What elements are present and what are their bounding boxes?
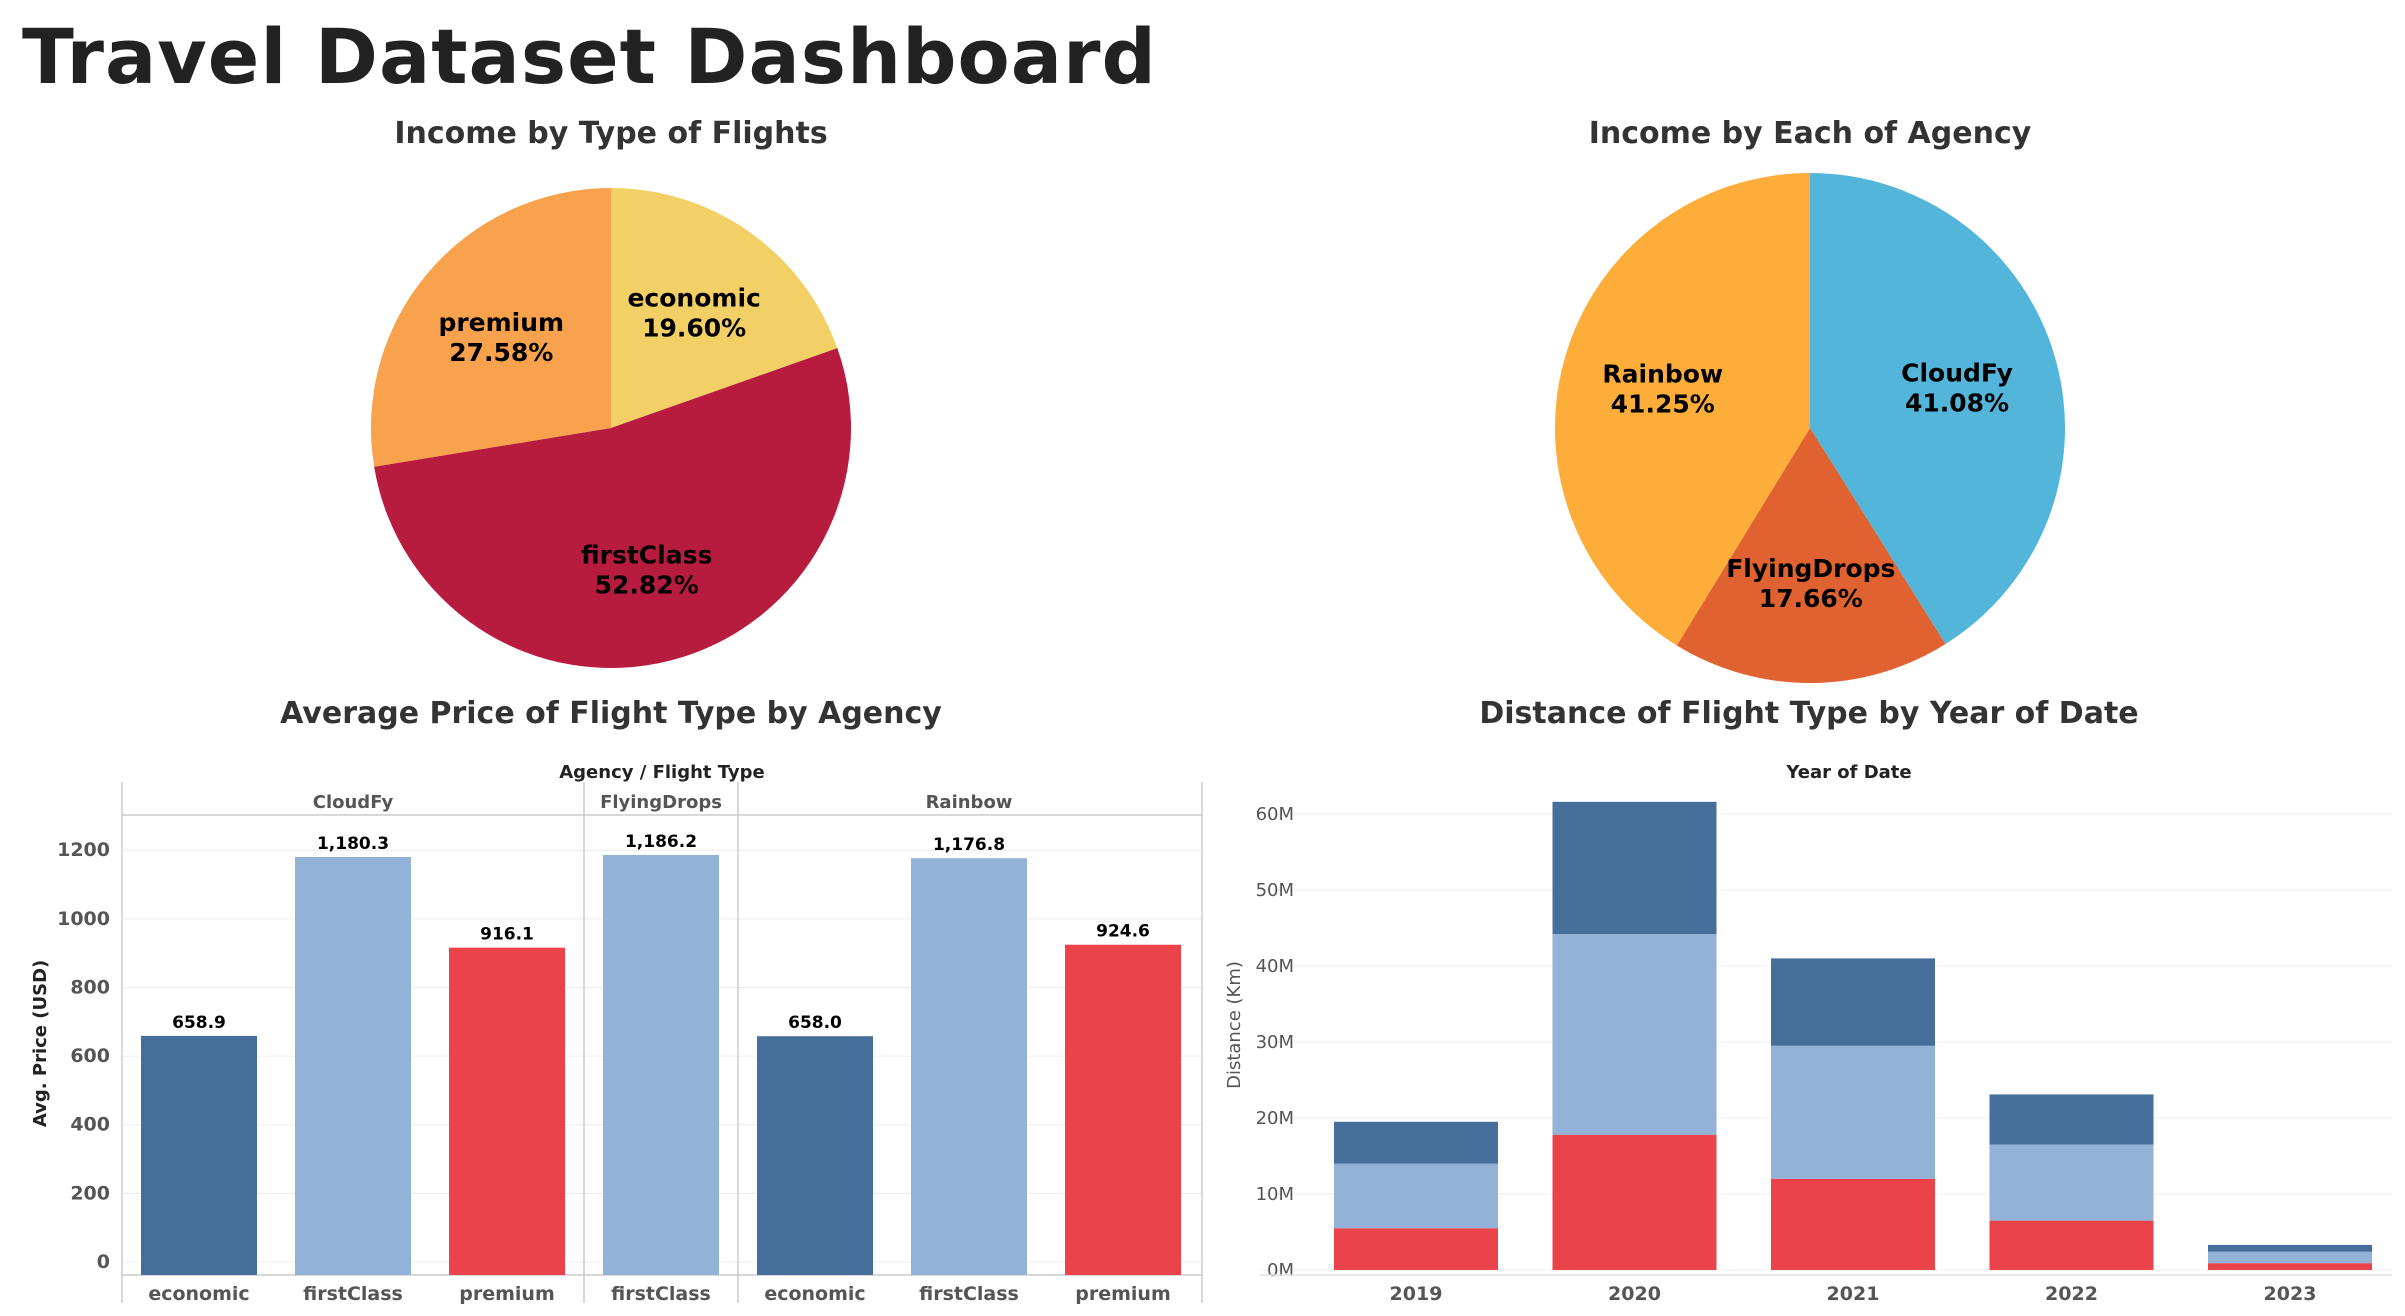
bar-chart-avg-price: Average Price of Flight Type by Agency Ag… (30, 696, 1203, 1305)
y-tick-label: 10M (1256, 1184, 1294, 1205)
axis-header: Year of Date (1785, 762, 1911, 783)
y-tick-label: 0 (97, 1251, 110, 1273)
y-tick-label: 1200 (57, 839, 110, 861)
group-header-rainbow: Rainbow (926, 792, 1013, 813)
y-tick-label: 50M (1256, 880, 1294, 901)
bar-value-label: 658.9 (172, 1013, 226, 1033)
bar-2022-economic (1989, 1094, 2154, 1145)
y-tick-label: 20M (1256, 1108, 1294, 1129)
bar-2019-premium (1334, 1228, 1498, 1270)
chart-title: Income by Each of Agency (1589, 116, 2032, 151)
pie-slice-premium (371, 188, 611, 467)
page-title: Travel Dataset Dashboard (22, 12, 1157, 101)
pie-slice-economic (611, 188, 838, 428)
chart-title: Distance of Flight Type by Year of Date (1479, 696, 2138, 731)
bar-2020-premium (1552, 1134, 1717, 1270)
x-tick-label: firstClass (611, 1283, 711, 1305)
chart-title: Income by Type of Flights (394, 116, 827, 151)
bar-2019-firstclass (1334, 1163, 1498, 1229)
bar-2022-firstclass (1989, 1144, 2154, 1221)
bar-chart-distance: Distance of Flight Type by Year of Date Y… (1224, 696, 2392, 1305)
bar-value-label: 1,180.3 (317, 834, 389, 854)
y-tick-label: 0M (1267, 1260, 1294, 1281)
bar-2021-premium (1771, 1178, 1935, 1270)
bar-cloudfy-economic (141, 1035, 257, 1275)
slice-value-label: 27.58% (449, 338, 553, 367)
slice-label: firstClass (581, 540, 712, 569)
axis-header: Agency / Flight Type (559, 762, 765, 783)
bar-rainbow-economic (757, 1036, 873, 1275)
slice-label: economic (627, 283, 760, 312)
x-tick-label: premium (1075, 1283, 1171, 1305)
bar-value-label: 916.1 (480, 925, 534, 945)
slice-value-label: 41.08% (1905, 389, 2009, 418)
x-tick-label: firstClass (303, 1283, 403, 1305)
slice-value-label: 41.25% (1611, 389, 1715, 418)
y-tick-label: 30M (1256, 1032, 1294, 1053)
y-axis-title: Avg. Price (USD) (30, 960, 51, 1127)
slice-value-label: 17.66% (1759, 584, 1863, 613)
bar-2021-firstclass (1771, 1045, 1935, 1179)
y-tick-label: 1000 (57, 908, 110, 930)
x-tick-label: firstClass (919, 1283, 1019, 1305)
y-tick-label: 40M (1256, 956, 1294, 977)
bar-value-label: 1,176.8 (933, 835, 1005, 855)
group-header-flyingdrops: FlyingDrops (600, 792, 722, 813)
y-tick-label: 800 (70, 976, 110, 998)
group-header-cloudfy: CloudFy (313, 792, 394, 813)
y-tick-label: 200 (70, 1182, 110, 1204)
chart-title: Average Price of Flight Type by Agency (280, 696, 942, 731)
pie-slice-cloudfy (1810, 173, 2065, 645)
pie-slice-flyingdrops (1676, 428, 1946, 684)
slice-label: Rainbow (1602, 359, 1723, 388)
x-tick-label: economic (764, 1283, 865, 1305)
x-tick-label: 2020 (1608, 1283, 1661, 1305)
bar-cloudfy-premium (449, 947, 565, 1275)
bar-2023-economic (2208, 1244, 2372, 1252)
y-tick-label: 60M (1256, 804, 1294, 825)
bar-2023-premium (2208, 1263, 2372, 1270)
x-tick-label: 2022 (2045, 1283, 2098, 1305)
pie-slice-rainbow (1555, 172, 1810, 646)
y-tick-label: 600 (70, 1045, 110, 1067)
x-tick-label: 2021 (1827, 1283, 1880, 1305)
x-tick-label: premium (459, 1283, 555, 1305)
x-tick-label: 2023 (2264, 1283, 2317, 1305)
bar-flyingdrops-firstclass (603, 854, 719, 1275)
y-axis-title: Distance (Km) (1224, 961, 1245, 1089)
bar-2019-economic (1334, 1121, 1498, 1164)
x-tick-label: economic (148, 1283, 249, 1305)
slice-label: FlyingDrops (1726, 554, 1895, 583)
bar-cloudfy-firstclass (295, 857, 411, 1275)
bar-value-label: 658.0 (788, 1013, 842, 1033)
y-tick-label: 400 (70, 1114, 110, 1136)
slice-value-label: 52.82% (595, 570, 699, 599)
bar-2020-firstclass (1552, 934, 1717, 1135)
slice-value-label: 19.60% (642, 313, 746, 342)
bar-value-label: 924.6 (1096, 922, 1150, 942)
x-tick-label: 2019 (1390, 1283, 1443, 1305)
bar-value-label: 1,186.2 (625, 832, 697, 852)
bar-2023-firstclass (2208, 1251, 2372, 1264)
slice-label: CloudFy (1901, 359, 2013, 388)
bar-2020-economic (1552, 801, 1717, 935)
bar-2021-economic (1771, 958, 1935, 1046)
bar-2022-premium (1989, 1220, 2154, 1270)
pie-slice-firstclass (374, 348, 851, 668)
slice-label: premium (438, 308, 564, 337)
bar-rainbow-premium (1065, 944, 1181, 1275)
bar-rainbow-firstclass (911, 858, 1027, 1275)
